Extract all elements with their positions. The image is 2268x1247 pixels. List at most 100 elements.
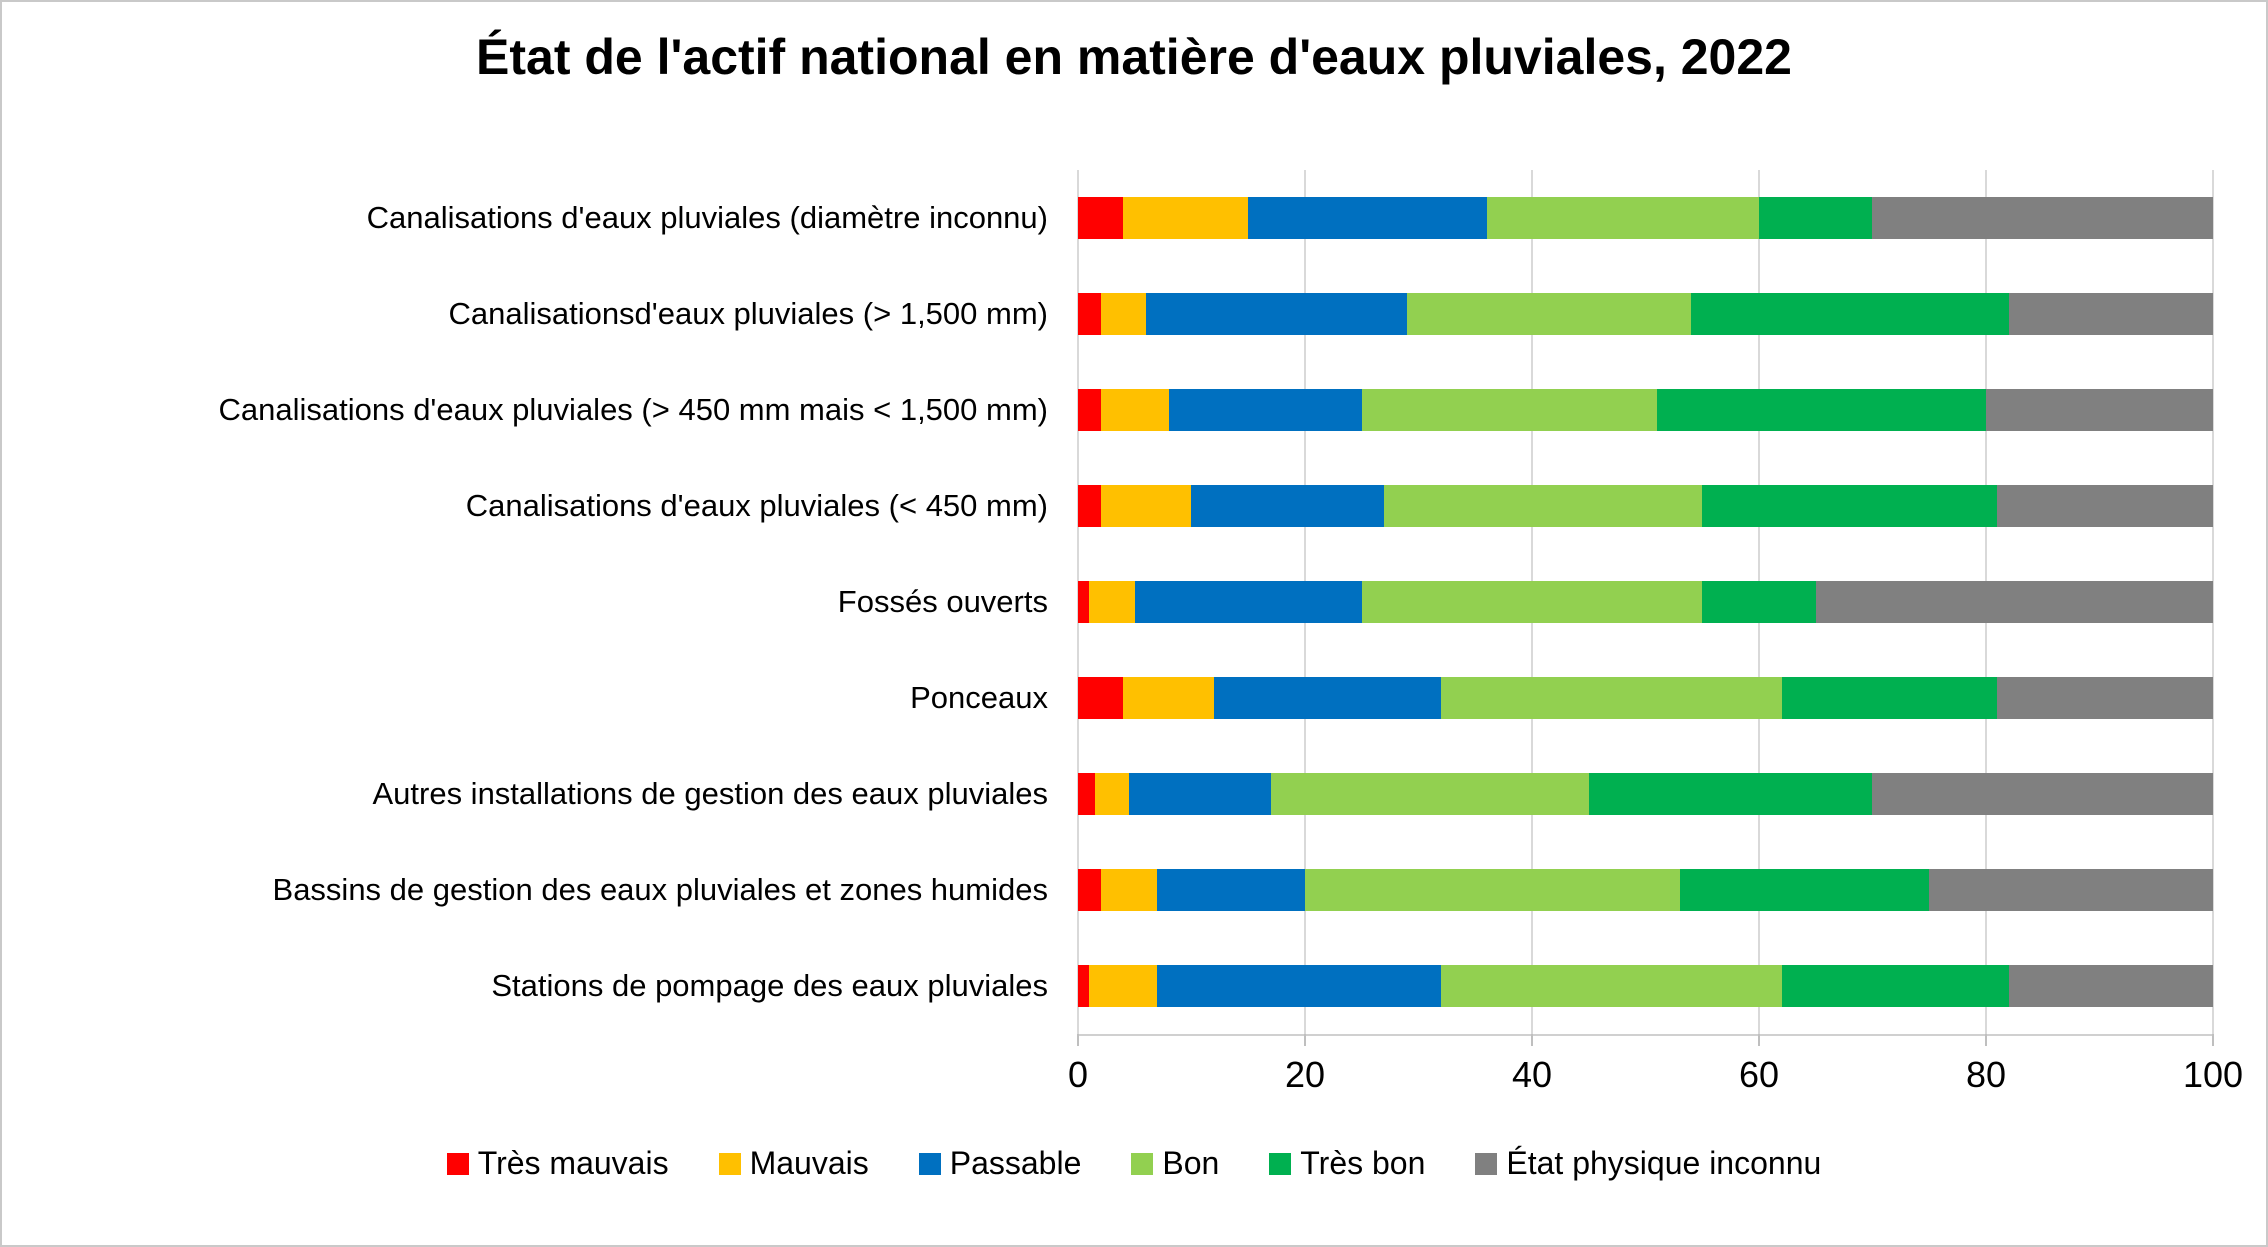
bar-segment--tat-physique-inconnu <box>2008 965 2213 1007</box>
bar-segment-bon <box>1270 773 1589 815</box>
category-label: Canalisations d'eaux pluviales (> 450 mm… <box>218 392 1048 428</box>
legend-item: Très bon <box>1269 1145 1425 1182</box>
legend-item: Passable <box>918 1145 1082 1182</box>
legend-item: Très mauvais <box>446 1145 669 1182</box>
legend-swatch-icon <box>1131 1152 1154 1175</box>
x-tick <box>2212 1034 2214 1046</box>
category-label: Canalisations d'eaux pluviales (< 450 mm… <box>465 488 1048 524</box>
x-tick-label: 20 <box>1284 1054 1326 1095</box>
bar-segment-tr-s-mauvais <box>1078 581 1090 623</box>
x-tick <box>1985 1034 1987 1046</box>
bar-segment-tr-s-bon <box>1702 485 1998 527</box>
stacked-bar <box>1078 965 2213 1007</box>
bar-segment-tr-s-mauvais <box>1078 485 1101 527</box>
bar-segment-bon <box>1441 677 1782 719</box>
stacked-bar <box>1078 773 2213 815</box>
bar-segment-passable <box>1157 869 1305 911</box>
legend-label: Très mauvais <box>477 1145 669 1181</box>
bar-row: Canalisations d'eaux pluviales (> 450 mm… <box>2 362 2266 458</box>
bar-segment-mauvais <box>1100 293 1147 335</box>
bar-segment-passable <box>1168 389 1362 431</box>
bar-segment-bon <box>1384 485 1703 527</box>
category-label: Canalisationsd'eaux pluviales (> 1,500 m… <box>448 296 1048 332</box>
bar-segment-bon <box>1486 197 1759 239</box>
bar-segment-tr-s-bon <box>1588 773 1873 815</box>
stacked-bar <box>1078 581 2213 623</box>
bar-row: Canalisationsd'eaux pluviales (> 1,500 m… <box>2 266 2266 362</box>
bar-segment-tr-s-bon <box>1679 869 1930 911</box>
x-axis-ticks <box>1077 1034 2214 1046</box>
bar-segment--tat-physique-inconnu <box>1872 773 2213 815</box>
bar-segment--tat-physique-inconnu <box>1815 581 2213 623</box>
stacked-bar <box>1078 389 2213 431</box>
x-axis-tick-labels: 0 20 40 60 80 100 <box>1068 1054 2243 1098</box>
bar-segment-passable <box>1129 773 1271 815</box>
bar-segment-mauvais <box>1089 965 1158 1007</box>
category-label: Ponceaux <box>910 680 1048 716</box>
category-label: Bassins de gestion des eaux pluviales et… <box>272 872 1048 908</box>
bar-segment-tr-s-bon <box>1758 197 1873 239</box>
x-tick-label: 40 <box>1511 1054 1553 1095</box>
x-tick <box>1077 1034 1079 1046</box>
bar-segment-mauvais <box>1100 485 1192 527</box>
category-label: Stations de pompage des eaux pluviales <box>491 968 1048 1004</box>
x-tick <box>1531 1034 1533 1046</box>
bar-segment--tat-physique-inconnu <box>1872 197 2213 239</box>
legend-label: Très bon <box>1300 1145 1426 1181</box>
legend-swatch-icon <box>1475 1152 1498 1175</box>
bar-rows: Canalisations d'eaux pluviales (diamètre… <box>2 170 2266 1034</box>
bar-segment--tat-physique-inconnu <box>1929 869 2213 911</box>
bar-segment-bon <box>1441 965 1782 1007</box>
bar-segment-tr-s-bon <box>1702 581 1816 623</box>
bar-segment-tr-s-bon <box>1781 965 2009 1007</box>
bar-segment-mauvais <box>1095 773 1130 815</box>
legend-swatch-icon <box>718 1152 741 1175</box>
bar-segment--tat-physique-inconnu <box>2008 293 2213 335</box>
category-label: Canalisations d'eaux pluviales (diamètre… <box>366 200 1048 236</box>
bar-segment-mauvais <box>1123 677 1215 719</box>
category-label: Autres installations de gestion des eaux… <box>372 776 1048 812</box>
bar-segment-bon <box>1407 293 1691 335</box>
gridline <box>2212 170 2214 1034</box>
bar-segment-passable <box>1248 197 1487 239</box>
bar-segment--tat-physique-inconnu <box>1985 389 2213 431</box>
bar-segment--tat-physique-inconnu <box>1997 485 2213 527</box>
x-tick-label: 80 <box>1965 1054 2007 1095</box>
bar-row: Canalisations d'eaux pluviales (diamètre… <box>2 170 2266 266</box>
bar-segment-mauvais <box>1100 869 1158 911</box>
x-tick-label: 100 <box>2182 1054 2244 1095</box>
x-tick <box>1758 1034 1760 1046</box>
legend-label: Passable <box>949 1145 1082 1181</box>
bar-segment-passable <box>1214 677 1442 719</box>
bar-segment-mauvais <box>1100 389 1169 431</box>
bar-segment-tr-s-bon <box>1656 389 1986 431</box>
bar-segment-tr-s-mauvais <box>1078 869 1101 911</box>
bar-row: Stations de pompage des eaux pluviales <box>2 938 2266 1034</box>
legend-item: État physique inconnu <box>1475 1145 1821 1182</box>
bar-row: Fossés ouverts <box>2 554 2266 650</box>
bar-segment--tat-physique-inconnu <box>1997 677 2213 719</box>
bar-segment-bon <box>1304 869 1680 911</box>
bar-row: Canalisations d'eaux pluviales (< 450 mm… <box>2 458 2266 554</box>
bar-row: Bassins de gestion des eaux pluviales et… <box>2 842 2266 938</box>
bar-segment-passable <box>1157 965 1442 1007</box>
x-tick-label: 60 <box>1738 1054 1780 1095</box>
bar-segment-tr-s-mauvais <box>1078 197 1124 239</box>
bar-segment-passable <box>1191 485 1385 527</box>
stacked-bar <box>1078 677 2213 719</box>
x-tick-label: 0 <box>1067 1054 1089 1095</box>
x-tick <box>1304 1034 1306 1046</box>
bar-segment-bon <box>1361 581 1703 623</box>
bar-segment-passable <box>1134 581 1362 623</box>
category-label: Fossés ouverts <box>837 584 1048 620</box>
legend-swatch-icon <box>918 1152 941 1175</box>
bar-row: Ponceaux <box>2 650 2266 746</box>
legend-label: Bon <box>1162 1145 1220 1181</box>
bar-segment-tr-s-mauvais <box>1078 965 1090 1007</box>
bar-segment-tr-s-bon <box>1781 677 1998 719</box>
bar-segment-mauvais <box>1123 197 1249 239</box>
bar-row: Autres installations de gestion des eaux… <box>2 746 2266 842</box>
legend-label: État physique inconnu <box>1506 1145 1822 1181</box>
bar-segment-tr-s-bon <box>1690 293 2009 335</box>
legend: Très mauvais Mauvais Passable Bon Très bon Ét… <box>2 1145 2266 1182</box>
